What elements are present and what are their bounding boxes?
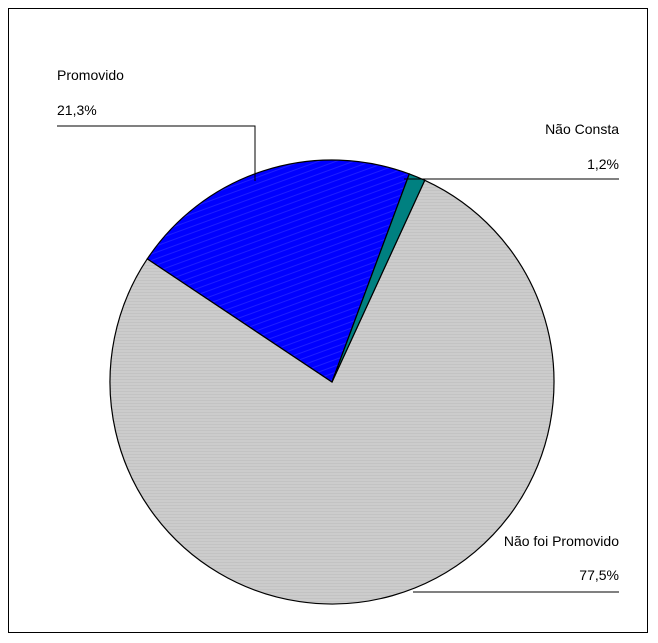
chart-frame: Não foi Promovido 77,5% Promovido 21,3% Não … [8, 8, 648, 633]
slice-label-promovido: Promovido [57, 67, 124, 83]
slice-label-n-o-foi-promovido: Não foi Promovido [504, 533, 619, 549]
pie-slice-promovido [146, 159, 411, 383]
slice-value-n-o-foi-promovido: 77,5% [579, 567, 619, 583]
pie-slice-n-o-foi-promovido [109, 179, 555, 605]
slice-label-n-o-consta: Não Consta [545, 121, 619, 137]
leader-line-promovido [57, 125, 256, 181]
slice-value-n-o-consta: 1,2% [587, 156, 619, 172]
pie-slice-n-o-consta [331, 173, 426, 383]
pie-chart: Não foi Promovido 77,5% Promovido 21,3% Não … [57, 67, 619, 605]
slice-value-promovido: 21,3% [57, 102, 97, 118]
